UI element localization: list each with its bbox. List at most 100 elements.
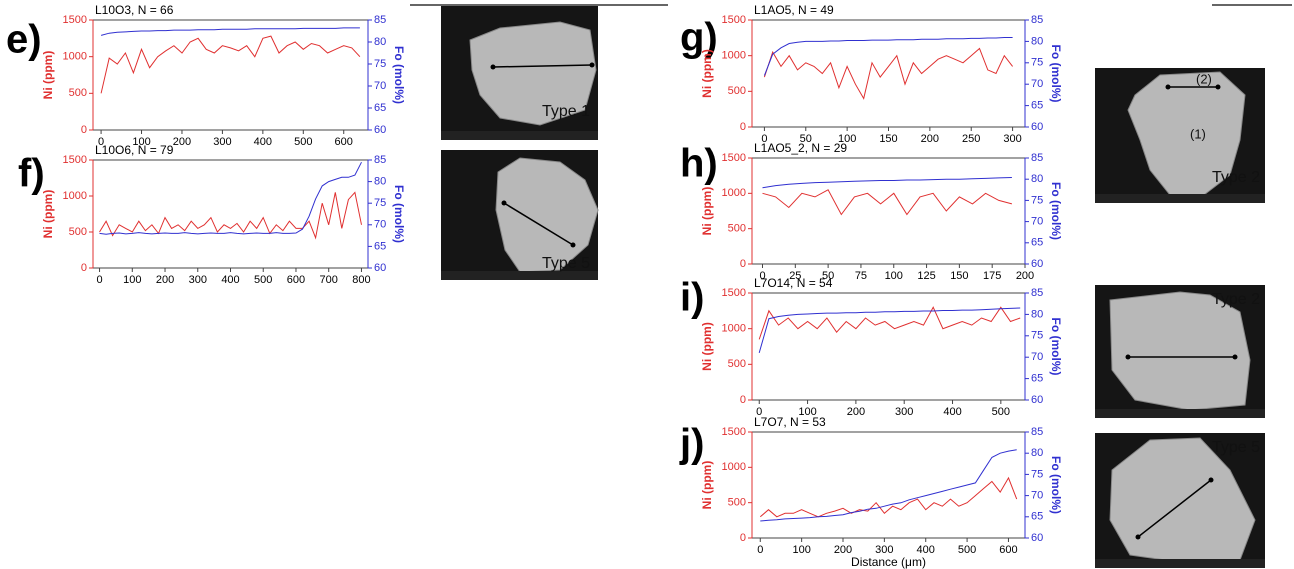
x-tick-label: 300: [875, 544, 893, 556]
image-label: Type 2: [1212, 291, 1260, 308]
y2-tick-label: 60: [1031, 394, 1043, 406]
profile-line: [492, 64, 593, 68]
image-label: Type 2: [1212, 169, 1260, 186]
y2-tick-label: 75: [374, 58, 386, 70]
y2-tick-label: 80: [1031, 308, 1043, 320]
data-line: [100, 27, 360, 36]
y-tick-label: 1000: [722, 323, 746, 335]
panel-label: h): [680, 142, 718, 186]
image-label: Type 5: [542, 255, 590, 272]
y-tick-label: 1000: [722, 187, 746, 199]
x-tick-label: 0: [96, 274, 102, 286]
x-tick-label: 800: [352, 274, 370, 286]
profile-line: [1137, 479, 1212, 538]
x-tick-label: 400: [943, 406, 961, 418]
chart-title: L7O7, N = 53: [754, 415, 826, 429]
grain: [1109, 291, 1251, 411]
y-tick-label: 1000: [63, 190, 87, 202]
x-tick-label: 250: [962, 133, 980, 145]
x-tick-label: 150: [950, 270, 968, 282]
y-tick-label: 1000: [722, 50, 746, 62]
x-tick-label: 300: [1003, 133, 1021, 145]
y-axis-label: Ni (ppm): [41, 51, 55, 100]
y2-tick-label: 65: [1031, 237, 1043, 249]
y-tick-label: 1500: [722, 152, 746, 164]
data-line: [759, 476, 1018, 518]
y2-tick-label: 75: [1031, 194, 1043, 206]
profile-end: [1232, 354, 1238, 360]
chart-title: L10O3, N = 66: [95, 3, 174, 17]
x-tick-label: 400: [254, 136, 272, 148]
y2-tick-label: 65: [1031, 373, 1043, 385]
profile-end: [490, 64, 496, 70]
x-tick-label: 200: [173, 136, 191, 148]
y2-tick-label: 60: [1031, 258, 1043, 270]
y2-tick-label: 85: [1031, 152, 1043, 164]
profile-line: [503, 202, 574, 246]
grain: [1127, 71, 1246, 199]
data-line: [758, 306, 1021, 340]
y2-tick-label: 75: [374, 197, 386, 209]
x-tick-label: 500: [992, 406, 1010, 418]
y2-tick-label: 70: [1031, 216, 1043, 228]
image-label: Type 1: [542, 103, 590, 120]
y2-axis-label: Fo (mol%): [1049, 45, 1063, 103]
y2-tick-label: 65: [1031, 511, 1043, 523]
x-tick-label: 300: [213, 136, 231, 148]
y2-tick-label: 85: [1031, 287, 1043, 299]
x-tick-label: 75: [855, 270, 867, 282]
y2-tick-label: 60: [1031, 532, 1043, 544]
data-line: [763, 37, 1013, 76]
data-line: [99, 191, 362, 240]
y2-tick-label: 60: [374, 262, 386, 274]
scale-bar-strip: [441, 131, 598, 140]
x-tick-label: 600: [335, 136, 353, 148]
y-tick-label: 0: [740, 394, 746, 406]
x-tick-label: 0: [759, 270, 765, 282]
y2-tick-label: 65: [374, 240, 386, 252]
x-tick-label: 0: [761, 133, 767, 145]
y-axis-label: Ni (ppm): [700, 461, 714, 510]
sem-images: Type 1 Type 5 Type 2 (1) (2) Type 2 Type 5: [441, 6, 1265, 568]
y2-tick-label: 70: [374, 219, 386, 231]
y-tick-label: 0: [81, 124, 87, 136]
y2-axis-label: Fo (mol%): [392, 46, 406, 104]
chart-title: L1AO5, N = 49: [754, 3, 834, 17]
x-tick-label: 500: [294, 136, 312, 148]
x-tick-label: 200: [921, 133, 939, 145]
y2-axis-label: Fo (mol%): [1049, 456, 1063, 514]
y2-tick-label: 75: [1031, 468, 1043, 480]
y-tick-label: 1500: [722, 287, 746, 299]
y-tick-label: 500: [728, 85, 746, 97]
panel-label: i): [680, 276, 704, 320]
y-axis-label: Ni (ppm): [700, 322, 714, 371]
y2-axis-label: Fo (mol%): [1049, 318, 1063, 376]
y2-axis-label: Fo (mol%): [392, 185, 406, 243]
y2-tick-label: 85: [1031, 426, 1043, 438]
x-tick-label: 0: [98, 136, 104, 148]
y-tick-label: 500: [728, 358, 746, 370]
y2-tick-label: 85: [374, 154, 386, 166]
x-tick-label: 0: [756, 406, 762, 418]
scale-bar-strip: [1095, 559, 1265, 568]
x-tick-label: 500: [254, 274, 272, 286]
y-tick-label: 500: [728, 223, 746, 235]
y-axis-label: Ni (ppm): [41, 190, 55, 239]
profile-end: [1208, 477, 1214, 483]
panel-label: e): [6, 18, 42, 62]
panel-label: j): [679, 422, 704, 466]
x-tick-label: 25: [789, 270, 801, 282]
x-tick-label: 100: [132, 136, 150, 148]
x-axis-label: Distance (μm): [851, 555, 926, 569]
x-tick-label: 0: [757, 544, 763, 556]
y-tick-label: 0: [740, 121, 746, 133]
x-tick-label: 150: [879, 133, 897, 145]
profile-end: [1135, 534, 1141, 540]
grain: [469, 21, 597, 126]
y-tick-label: 1000: [722, 461, 746, 473]
x-tick-label: 100: [123, 274, 141, 286]
x-tick-label: 200: [847, 406, 865, 418]
data-line: [758, 307, 1021, 354]
y2-tick-label: 60: [1031, 121, 1043, 133]
